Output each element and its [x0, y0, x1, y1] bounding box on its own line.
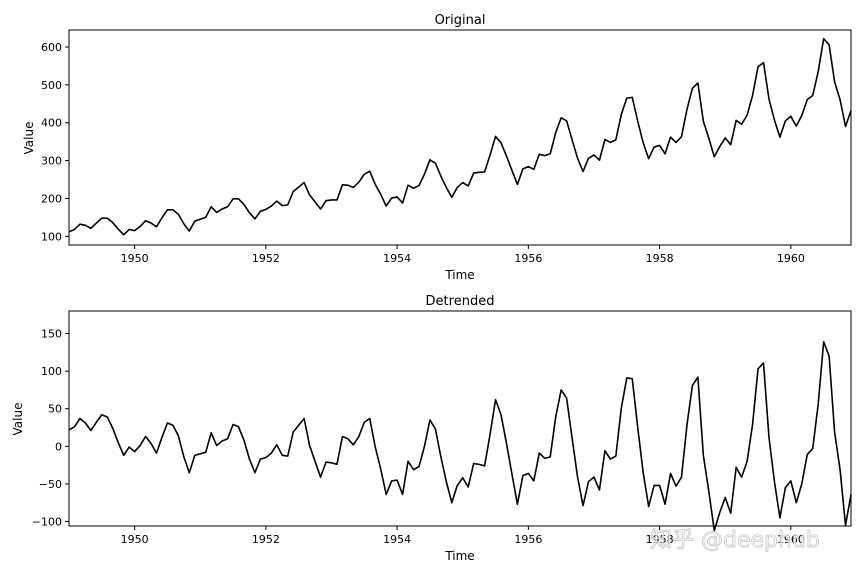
x-tick-label: 1954	[383, 533, 411, 546]
chart-panel-original: Original 1950 1952 1954 1956 1958 1960 100 200 3…	[22, 13, 852, 282]
y-tick-label: 200	[41, 192, 62, 205]
x-tick-label: 1960	[777, 252, 805, 265]
chart-panel-detrended: Detrended 1950 1952 1954 1956 1958 1960 −100 −5…	[11, 294, 852, 563]
chart-title-original: Original	[435, 13, 486, 28]
x-tick-label: 1958	[646, 252, 674, 265]
y-tick-label: 50	[48, 403, 62, 416]
x-tick-label: 1952	[252, 252, 280, 265]
y-tick-label: 100	[41, 230, 62, 243]
plot-frame-detrended	[68, 310, 852, 527]
x-axis-label-original: Time	[444, 268, 474, 282]
x-tick-label: 1950	[121, 533, 149, 546]
watermark-text: 知乎 @deephub	[650, 528, 820, 553]
y-tick-label: 150	[41, 328, 62, 341]
y-tick-label: 400	[41, 117, 62, 130]
plot-frame-original	[68, 29, 852, 246]
y-tick-label: 600	[41, 41, 62, 54]
x-tick-label: 1950	[121, 252, 149, 265]
x-tick-label: 1956	[514, 533, 542, 546]
y-tick-label: −50	[39, 478, 62, 491]
y-axis-label-detrended: Value	[11, 403, 25, 436]
x-tick-label: 1958	[646, 533, 674, 546]
y-tick-label: 300	[41, 155, 62, 168]
y-tick-label: 500	[41, 79, 62, 92]
axes-detrended: 1950 1952 1954 1956 1958 1960 −100 −50 0 50 100 150	[32, 310, 852, 546]
y-tick-label: 100	[41, 365, 62, 378]
chart-title-detrended: Detrended	[426, 294, 495, 309]
series-line-detrended	[68, 341, 852, 532]
y-tick-label: −100	[32, 515, 62, 528]
x-tick-label: 1952	[252, 533, 280, 546]
x-tick-label: 1956	[514, 252, 542, 265]
series-line-original	[68, 37, 852, 236]
axes-original: 1950 1952 1954 1956 1958 1960 100 200 300 400 500 6…	[41, 29, 852, 265]
x-axis-label-detrended: Time	[444, 549, 474, 563]
y-axis-label-original: Value	[22, 122, 36, 155]
y-tick-label: 0	[55, 440, 62, 453]
x-tick-label: 1960	[777, 533, 805, 546]
x-tick-label: 1954	[383, 252, 411, 265]
